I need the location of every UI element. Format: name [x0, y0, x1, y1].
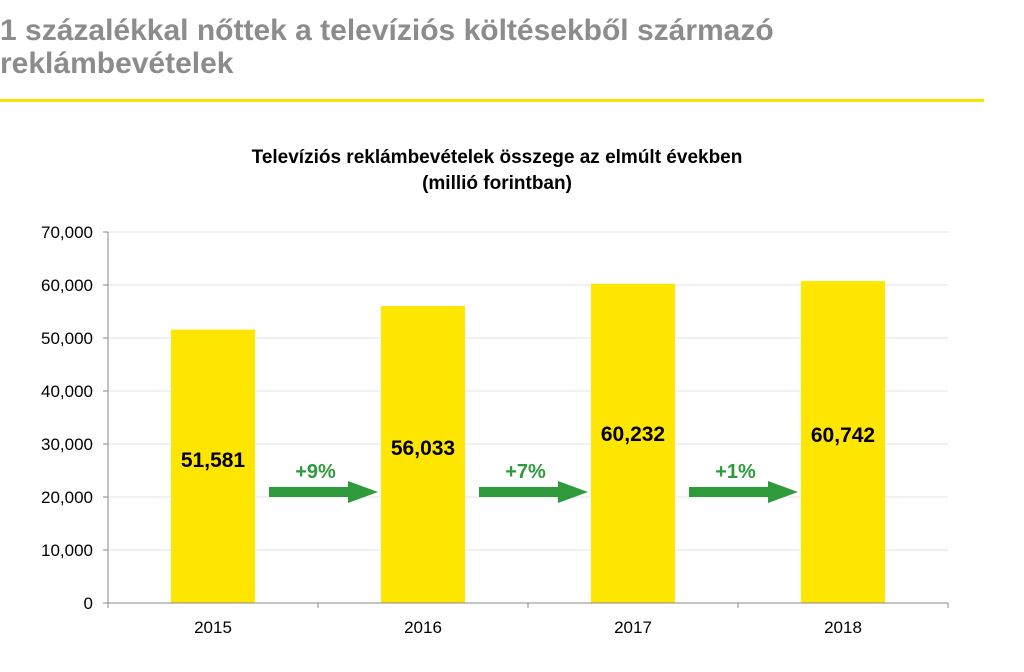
bar-2015 [171, 329, 255, 603]
value-label-2015: 51,581 [181, 449, 246, 472]
value-labels: 51,581 56,033 60,232 60,742 [181, 423, 875, 472]
growth-arrow-icon [269, 481, 378, 503]
chart-subtitle: (millió forintban) [422, 173, 572, 194]
y-tick-label: 10,000 [41, 541, 93, 560]
bars [171, 281, 885, 603]
x-tick-label: 2015 [194, 618, 232, 637]
y-tick-label: 70,000 [41, 223, 93, 242]
value-label-2017: 60,232 [601, 423, 665, 446]
chart-title: Televíziós reklámbevételek összege az el… [252, 147, 743, 168]
y-tick-label: 40,000 [41, 382, 93, 401]
page-title: 1 százalékkal nőttek a televíziós költés… [0, 14, 774, 80]
growth-label: +9% [295, 461, 336, 483]
y-tick-label: 60,000 [41, 276, 93, 295]
y-axis: 0 10,000 20,000 30,000 40,000 50,000 60,000 70,… [41, 223, 109, 613]
bar-2018 [801, 281, 885, 603]
y-tick-label: 0 [84, 594, 93, 613]
title-underline [0, 99, 984, 102]
y-tick-label: 20,000 [41, 488, 93, 507]
growth-arrows: +9% +7% +1% [269, 461, 798, 503]
growth-arrow-icon [689, 481, 798, 503]
bar-2017 [591, 283, 675, 603]
growth-label: +1% [715, 461, 756, 483]
y-tick-label: 50,000 [41, 329, 93, 348]
x-tick-label: 2018 [824, 618, 862, 637]
bar-2016 [381, 306, 465, 603]
growth-label: +7% [505, 461, 546, 483]
value-label-2016: 56,033 [391, 437, 455, 460]
x-tick-label: 2017 [614, 618, 652, 637]
value-label-2018: 60,742 [811, 424, 875, 447]
y-tick-label: 30,000 [41, 435, 93, 454]
growth-arrow-icon [479, 481, 588, 503]
x-tick-label: 2016 [404, 618, 442, 637]
x-axis: 2015 2016 2017 2018 [107, 602, 949, 637]
